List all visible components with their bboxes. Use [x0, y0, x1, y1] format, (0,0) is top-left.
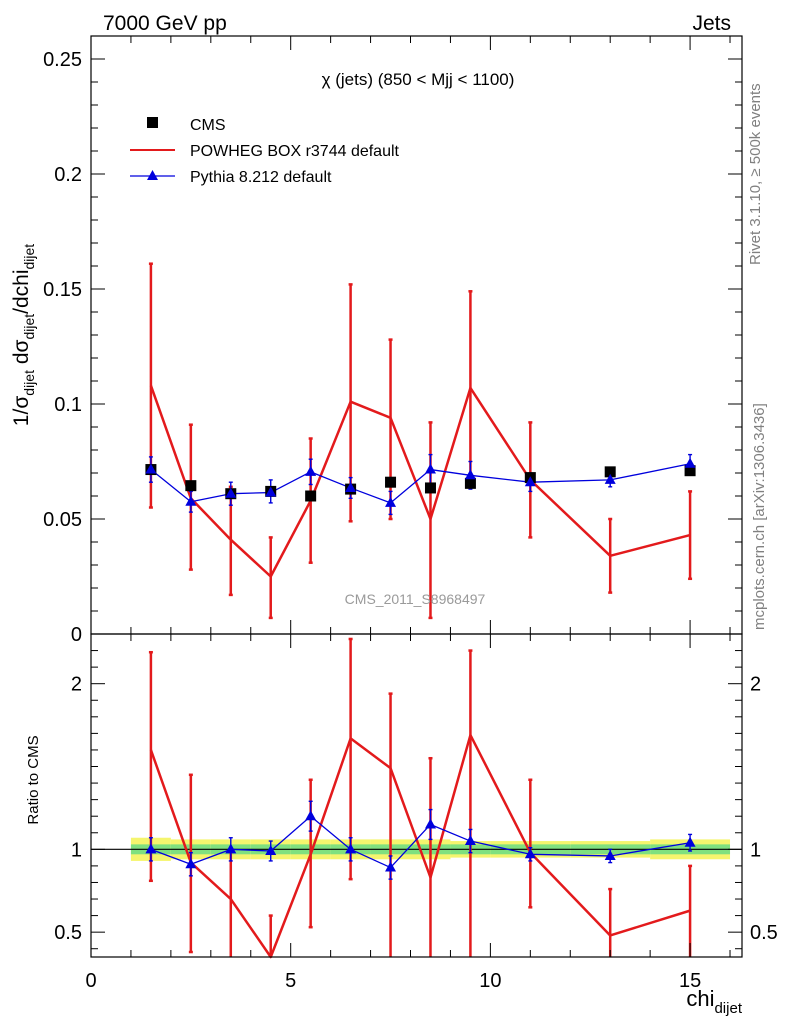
pythia-point: [684, 457, 696, 468]
chart-series: [145, 262, 696, 959]
header-left-label: 7000 GeV pp: [103, 12, 227, 35]
ratio-y-axis-label: Ratio to CMS: [25, 735, 42, 824]
main-y-tick-label: 0.15: [43, 279, 82, 301]
main-y-tick-label: 0.05: [43, 509, 82, 531]
ratio-y-tick-label-left: 0.5: [54, 922, 82, 944]
ratio-pythia-point: [524, 848, 536, 859]
main-y-tick-label: 0.25: [43, 49, 82, 71]
pythia-point: [265, 486, 277, 497]
x-axis-label: chidijet: [686, 986, 742, 1017]
main-y-tick-label: 0: [71, 624, 82, 646]
pythia-point: [464, 469, 476, 480]
main-y-tick-label: 0.2: [54, 164, 82, 186]
x-tick-label: 15: [679, 970, 701, 992]
cms-data-point: [185, 480, 197, 492]
ratio-plot-frame: [90, 633, 743, 958]
main-y-axis-label: 1/σdijet dσdijet/dchidijet: [10, 244, 37, 426]
ratio-y-tick-label-right: 1: [750, 839, 761, 861]
axes-frames: [90, 35, 743, 958]
ratio-pythia-point: [145, 843, 157, 854]
pythia-point: [305, 465, 317, 476]
pythia-point: [345, 481, 357, 492]
ylabel-part: 1/σ: [10, 396, 33, 427]
ratio-pythia-point: [265, 844, 277, 855]
cms-data-point: [464, 477, 476, 489]
plot-title: χ (jets) (850 < Mjj < 1100): [322, 70, 515, 89]
axis-ticks: 0 0.05 0.1 0.15 0.2 0.25 0.5 0.5 1 1 2 2 0 5 10 15: [43, 36, 778, 992]
cms-data-point: [385, 476, 397, 488]
pythia-line: [150, 463, 691, 504]
ratio-pythia-point: [684, 836, 696, 847]
x-tick-label: 0: [85, 970, 96, 992]
legend-marker-pythia: [147, 170, 158, 180]
legend-marker-cms: [147, 117, 158, 128]
ratio-pythia-point: [305, 810, 317, 821]
main-y-tick-label: 0.1: [54, 394, 82, 416]
rivet-version-text: Rivet 3.1.10, ≥ 500k events: [747, 83, 764, 265]
main-plot-frame: [90, 35, 743, 635]
powheg-line: [149, 385, 691, 578]
ratio-y-tick-label-right: 2: [750, 674, 761, 696]
analysis-watermark: CMS_2011_S8968497: [345, 591, 486, 607]
x-tick-label: 10: [479, 970, 501, 992]
legend-label-cms: CMS: [190, 117, 226, 134]
pythia-point: [385, 496, 397, 507]
x-tick-label: 5: [285, 970, 296, 992]
ratio-pythia-point: [464, 835, 476, 846]
cms-data-point: [604, 466, 616, 478]
ylabel-part: dijet: [21, 244, 37, 270]
legend: CMS POWHEG BOX r3744 default Pythia 8.21…: [130, 117, 400, 186]
ratio-powheg-line: [149, 733, 691, 959]
cms-data-point: [684, 465, 696, 477]
pythia-point: [524, 476, 536, 487]
ylabel-part: dσ: [10, 340, 33, 371]
ratio-pythia-point: [225, 843, 237, 854]
pythia-point: [225, 487, 237, 498]
legend-label-powheg: POWHEG BOX r3744 default: [190, 143, 400, 160]
ratio-y-tick-label-left: 1: [71, 839, 82, 861]
header-right-label: Jets: [692, 12, 731, 35]
pythia-point: [604, 473, 616, 484]
legend-label-pythia: Pythia 8.212 default: [190, 169, 332, 186]
ylabel-part: dijet: [21, 370, 37, 396]
ratio-pythia-point: [604, 849, 616, 860]
pythia-point: [145, 463, 157, 474]
ratio-pythia-point: [345, 843, 357, 854]
ratio-pythia-point: [185, 858, 197, 869]
cms-data-point: [305, 490, 317, 502]
ylabel-part: /dchi: [10, 269, 33, 313]
xlabel-main: chi: [686, 986, 714, 1011]
ratio-pythia-point: [424, 818, 436, 829]
ratio-y-tick-label-right: 0.5: [750, 922, 778, 944]
cms-data-point: [424, 482, 436, 494]
ratio-pythia-point: [385, 861, 397, 872]
pythia-point: [185, 495, 197, 506]
mcplots-credit-text: mcplots.cern.ch [arXiv:1306.3436]: [751, 403, 768, 630]
ratio-pythia-line: [150, 815, 691, 869]
ylabel-part: dijet: [21, 314, 37, 340]
ratio-y-tick-label-left: 2: [71, 674, 82, 696]
xlabel-sub: dijet: [714, 1000, 742, 1017]
pythia-point: [424, 463, 436, 474]
